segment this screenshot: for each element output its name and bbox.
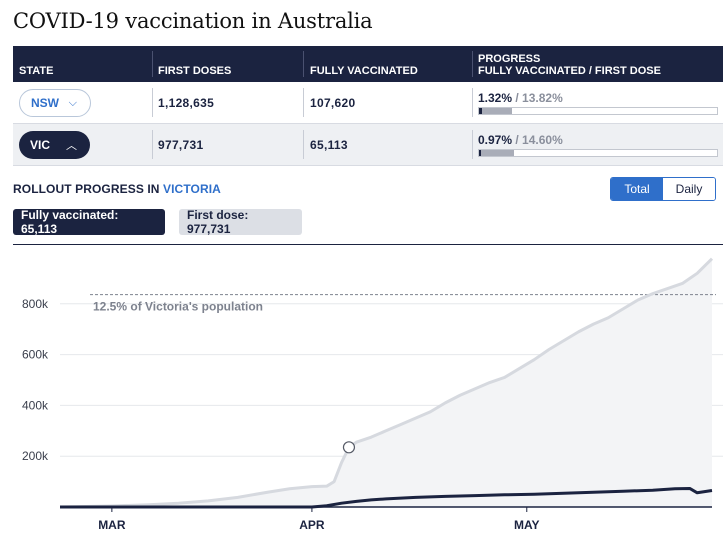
first-dose-chip[interactable]: First dose: 977,731 <box>179 208 302 236</box>
progress-bar <box>478 107 718 115</box>
vaccination-table: STATE FIRST DOSES FULLY VACCINATED PROGR… <box>13 46 723 166</box>
progress-full-value: 0.97% <box>478 133 513 147</box>
header-divider <box>472 51 473 77</box>
rollout-chart: 200k 400k 600k 800k 12.5% of Victoria's popu… <box>0 245 723 539</box>
table-row: VIC ︿ 977,731 65,113 0.97% / 14.60% <box>13 124 723 166</box>
header-progress: PROGRESS <box>478 53 541 65</box>
cell-divider <box>472 88 473 117</box>
header-divider <box>303 51 304 77</box>
y-tick-label: 600k <box>22 348 49 362</box>
x-tick-label: MAY <box>514 518 540 532</box>
header-progress-detail: FULLY VACCINATED / FIRST DOSE <box>478 65 661 77</box>
progress-first-value: 14.60% <box>522 133 563 147</box>
state-toggle-vic[interactable]: VIC ︿ <box>19 131 90 159</box>
progress-text: 0.97% / 14.60% <box>478 133 563 147</box>
page-title: COVID-19 vaccination in Australia <box>13 9 373 33</box>
hover-marker <box>342 441 356 454</box>
fully-vaccinated-value: 65,113 <box>310 137 348 152</box>
y-tick-label: 800k <box>22 297 49 311</box>
fully-vaccinated-value: 107,620 <box>310 95 356 110</box>
chevron-down-icon: ⌵ <box>68 96 77 109</box>
cell-divider <box>152 130 153 159</box>
cell-divider <box>472 130 473 159</box>
state-label: VIC <box>30 138 51 152</box>
progress-bar <box>478 149 718 157</box>
chart-svg: 200k 400k 600k 800k 12.5% of Victoria's popu… <box>22 257 723 532</box>
y-tick-label: 400k <box>22 398 49 412</box>
progress-fill-first <box>479 108 512 114</box>
chevron-up-icon: ︿ <box>66 140 77 152</box>
progress-fill-first <box>479 150 514 156</box>
progress-cell: 1.32% / 13.82% <box>478 82 718 123</box>
toggle-total-button[interactable]: Total <box>611 178 663 200</box>
table-header: STATE FIRST DOSES FULLY VACCINATED PROGR… <box>13 46 723 82</box>
cell-divider <box>303 88 304 117</box>
progress-full-value: 1.32% <box>478 91 513 105</box>
total-daily-toggle: Total Daily <box>610 177 716 201</box>
header-first-doses: FIRST DOSES <box>158 65 232 77</box>
first-doses-value: 1,128,635 <box>158 95 215 110</box>
table-row: NSW ⌵ 1,128,635 107,620 1.32% / 13.82% <box>13 82 723 124</box>
cell-divider <box>152 88 153 117</box>
progress-separator: / <box>512 133 523 147</box>
progress-text: 1.32% / 13.82% <box>478 91 563 105</box>
first-dose-line <box>59 257 714 509</box>
progress-fill-full <box>479 150 482 156</box>
header-fully-vaccinated: FULLY VACCINATED <box>310 65 418 77</box>
chart-top-rule <box>13 244 723 245</box>
first-dose-area <box>60 258 712 507</box>
y-tick-label: 200k <box>22 449 49 463</box>
population-reference-label: 12.5% of Victoria's population <box>93 300 263 314</box>
x-tick-label: MAR <box>98 518 126 532</box>
header-divider <box>152 51 153 77</box>
state-toggle-nsw[interactable]: NSW ⌵ <box>19 89 91 117</box>
progress-fill-full <box>479 108 483 114</box>
progress-separator: / <box>512 91 523 105</box>
cell-divider <box>303 130 304 159</box>
header-state: STATE <box>19 65 54 77</box>
rollout-location: VICTORIA <box>163 182 221 196</box>
toggle-daily-button[interactable]: Daily <box>663 178 715 200</box>
progress-first-value: 13.82% <box>522 91 563 105</box>
state-label: NSW <box>31 96 59 110</box>
fully-vaccinated-chip[interactable]: Fully vaccinated: 65,113 <box>13 208 165 236</box>
rollout-heading: ROLLOUT PROGRESS IN VICTORIA <box>13 182 221 196</box>
rollout-prefix: ROLLOUT PROGRESS IN <box>13 182 164 196</box>
progress-cell: 0.97% / 14.60% <box>478 124 718 165</box>
x-tick-label: APR <box>299 518 325 532</box>
first-doses-value: 977,731 <box>158 137 204 152</box>
